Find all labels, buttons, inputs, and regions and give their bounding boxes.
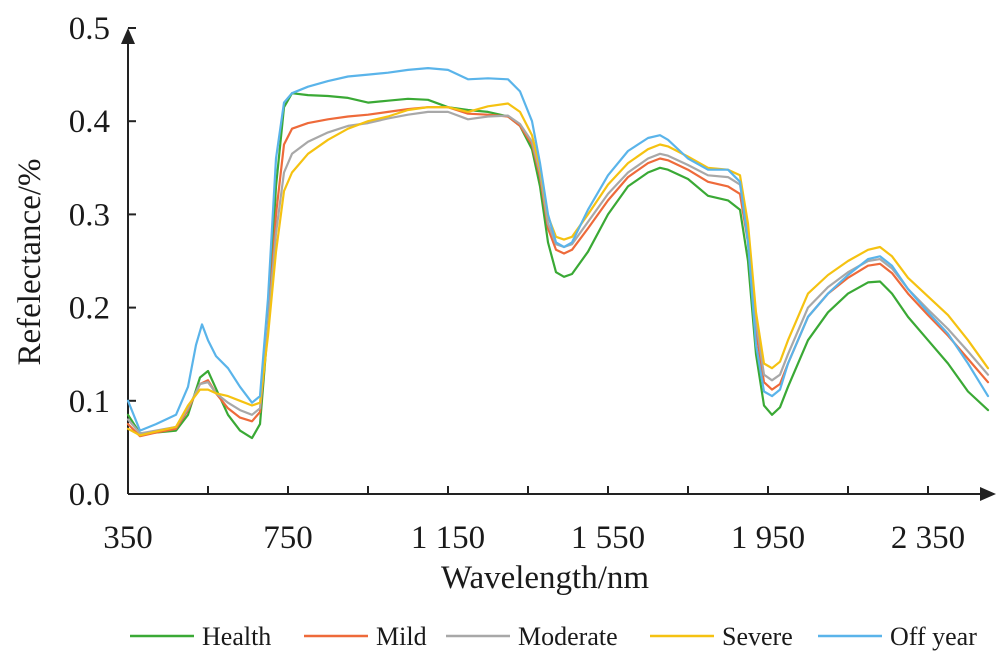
legend-label-off-year: Off year	[890, 622, 977, 651]
legend-label-severe: Severe	[722, 622, 793, 651]
x-tick-label: 350	[103, 520, 153, 556]
x-tick-label: 2 350	[891, 520, 965, 556]
x-axis	[128, 487, 996, 501]
y-tick-label: 0.2	[69, 291, 110, 327]
x-tick-label: 1 550	[571, 520, 645, 556]
legend-label-moderate: Moderate	[518, 622, 618, 651]
x-tick-label: 750	[263, 520, 313, 556]
legend-label-mild: Mild	[376, 622, 427, 651]
y-axis-title: Refelectance/%	[12, 158, 48, 365]
y-tick-label: 0.5	[69, 11, 110, 47]
series-line-health	[126, 92, 990, 440]
series-line-mild	[126, 106, 990, 438]
series-line-off-year	[126, 67, 990, 432]
series-line-moderate	[126, 110, 990, 435]
x-axis-arrow	[980, 487, 996, 501]
legend-label-health: Health	[202, 622, 271, 651]
y-axis-arrow	[121, 28, 135, 44]
series-lines	[126, 67, 990, 440]
legend: Health Mild Moderate Severe Off year	[130, 622, 977, 651]
y-ticks: 0.0 0.1 0.2 0.3 0.4 0.5	[69, 11, 136, 513]
y-tick-label: 0.3	[69, 197, 110, 233]
x-tick-label: 1 150	[411, 520, 485, 556]
y-tick-label: 0.1	[69, 384, 110, 420]
series-line-severe	[126, 102, 990, 437]
x-tick-label: 1 950	[731, 520, 805, 556]
x-ticks: 350 750 1 150 1 550 1 950 2 350	[103, 486, 965, 556]
x-axis-title: Wavelength/nm	[441, 560, 649, 596]
y-tick-label: 0.0	[69, 477, 110, 513]
y-tick-label: 0.4	[69, 104, 110, 140]
